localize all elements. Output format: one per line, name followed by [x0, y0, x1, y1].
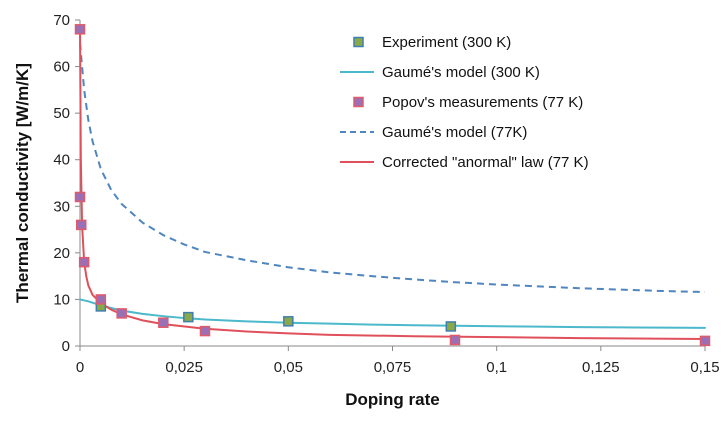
y-tick-label: 30: [53, 198, 70, 215]
y-tick-label: 40: [53, 152, 70, 169]
data-point-experiment-300-k: [183, 311, 194, 323]
data-point-popov-s-measurements-77-k: [158, 317, 169, 328]
data-point-popov-s-measurements-77-k: [699, 335, 711, 347]
legend-label: Gaumé's model (300 K): [382, 64, 540, 81]
data-point-experiment-300-k: [283, 316, 294, 327]
data-point-popov-s-measurements-77-k: [74, 191, 86, 203]
y-axis-title: Thermal conductivity [W/m/K]: [13, 63, 32, 303]
axes: 0 10 20 30 40 50 60 70 0 0,025 0,05 0,075 0,1 0,125 0,…: [53, 12, 719, 376]
y-tick-label: 70: [53, 12, 70, 29]
x-axis-title: Doping rate: [345, 390, 439, 409]
data-point-popov-s-measurements-77-k: [95, 294, 107, 305]
data-point-experiment-300-k: [445, 321, 457, 332]
x-tick-label: 0,025: [165, 359, 203, 376]
data-point-popov-s-measurements-77-k: [449, 334, 461, 346]
legend: Experiment (300 K) Gaumé's model (300 K) P…: [340, 34, 589, 171]
x-tick-label: 0,125: [582, 359, 620, 376]
legend-item: Popov's measurements (77 K): [353, 94, 583, 111]
data-point-popov-s-measurements-77-k: [76, 219, 87, 231]
legend-item: Experiment (300 K): [353, 34, 511, 51]
x-tick-label: 0,15: [690, 359, 719, 376]
y-tick-label: 60: [53, 59, 70, 76]
legend-item: Gaumé's model (300 K): [340, 64, 540, 81]
y-tick-label: 50: [53, 105, 70, 122]
x-tick-label: 0,075: [374, 359, 412, 376]
x-tick-label: 0,05: [274, 359, 303, 376]
legend-marker: [353, 96, 364, 108]
x-tick-label: 0,1: [486, 359, 507, 376]
series-markers: [74, 24, 711, 347]
y-tick-label: 0: [62, 338, 70, 355]
series-line-gaum-s-model-300-k: [79, 298, 706, 329]
data-point-popov-s-measurements-77-k: [116, 308, 127, 319]
legend-label: Popov's measurements (77 K): [382, 94, 583, 111]
data-point-popov-s-measurements-77-k: [74, 24, 86, 35]
y-tick-label: 10: [53, 291, 70, 308]
data-point-popov-s-measurements-77-k: [78, 256, 90, 268]
legend-item: Corrected "anormal" law (77 K): [340, 154, 589, 171]
legend-item: Gaumé's model (77K): [340, 124, 527, 141]
data-point-popov-s-measurements-77-k: [199, 325, 211, 337]
legend-label: Experiment (300 K): [382, 34, 511, 51]
y-tick-label: 20: [53, 245, 70, 262]
legend-label: Corrected "anormal" law (77 K): [382, 154, 589, 171]
legend-marker: [353, 36, 364, 48]
legend-label: Gaumé's model (77K): [382, 124, 527, 141]
x-tick-label: 0: [76, 359, 84, 376]
